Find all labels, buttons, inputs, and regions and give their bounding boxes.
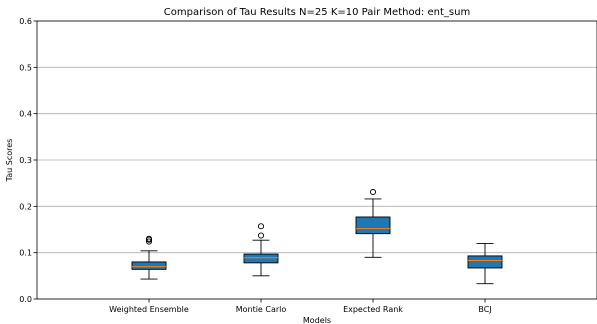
- y-tick-label: 0.4: [19, 110, 32, 119]
- y-tick-label: 0.6: [19, 17, 32, 26]
- box-1: [131, 235, 167, 280]
- iqr-box: [467, 255, 503, 269]
- x-axis: Weighted Ensemble Montie Carlo Expected Ra…: [109, 299, 492, 314]
- outlier-point: [257, 223, 265, 230]
- outlier-point: [369, 188, 377, 196]
- outlier-point: [145, 235, 153, 242]
- iqr-box: [355, 216, 391, 235]
- x-tick-label: Expected Rank: [343, 305, 403, 314]
- y-tick-label: 0.1: [19, 249, 32, 258]
- box-4: [467, 242, 503, 285]
- box-3: [355, 188, 391, 258]
- box-series: [131, 188, 503, 285]
- y-axis-label: Tau Scores: [5, 139, 14, 183]
- x-tick-label: Weighted Ensemble: [109, 305, 189, 314]
- iqr-box: [131, 261, 167, 270]
- chart-title: Comparison of Tau Results N=25 K=10 Pair…: [164, 7, 470, 18]
- y-tick-label: 0.0: [19, 295, 32, 304]
- y-axis: 0.0 0.1 0.2 0.3 0.4 0.5 0.6: [19, 17, 37, 304]
- outlier-point: [257, 232, 265, 239]
- y-tick-label: 0.3: [19, 156, 32, 165]
- iqr-box: [243, 253, 279, 264]
- outlier-point: [145, 238, 153, 245]
- x-axis-label: Models: [303, 316, 331, 324]
- box-2: [243, 223, 279, 277]
- x-tick-label: Montie Carlo: [236, 305, 287, 314]
- y-tick-label: 0.5: [19, 63, 32, 72]
- x-tick-label: BCJ: [478, 305, 491, 314]
- grid-lines: [37, 20, 597, 300]
- y-tick-label: 0.2: [19, 202, 32, 211]
